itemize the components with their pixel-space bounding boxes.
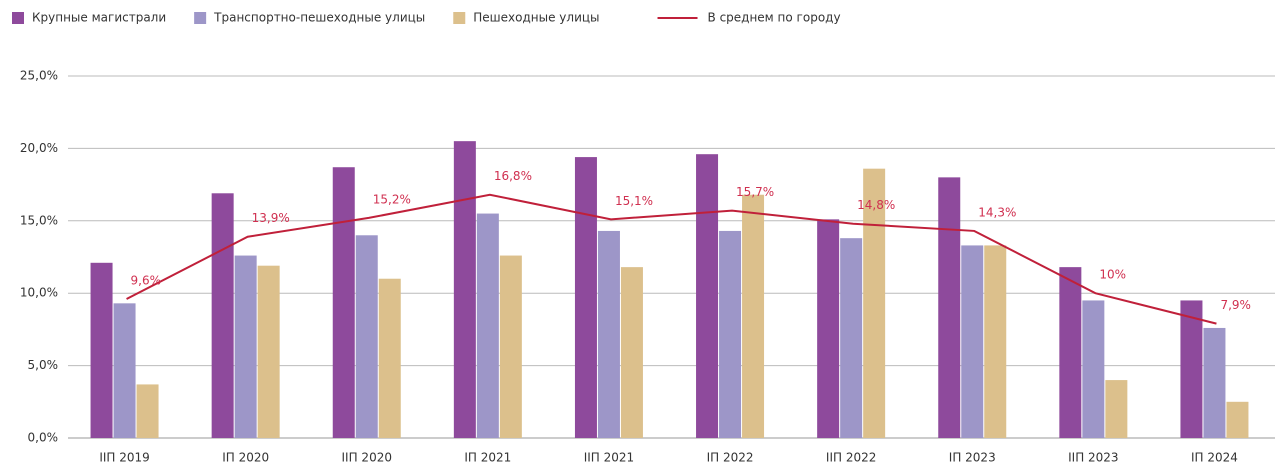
x-tick-label: IIП 2021 [584,451,634,465]
bar [332,167,355,438]
bar [90,262,113,438]
bar [961,245,984,438]
bar [1105,380,1128,438]
legend-label: Крупные магистрали [32,11,166,25]
bar [476,213,499,438]
legend-swatch [453,12,466,24]
legend-label: Транспортно-пешеходные улицы [213,11,425,25]
bar [1226,401,1249,438]
legend-label: В среднем по городу [708,11,841,25]
y-tick-label: 10,0% [20,286,58,300]
x-tick-label: IIП 2023 [1068,451,1118,465]
bar [620,267,643,438]
bar [378,278,401,438]
bar [113,303,136,438]
bar [696,154,719,438]
data-label: 9,6% [131,273,162,287]
data-label: 14,3% [978,205,1016,219]
data-label: 15,1% [615,194,653,208]
data-label: 10% [1099,268,1126,282]
bar [597,230,620,438]
y-tick-label: 0,0% [28,431,59,445]
x-tick-label: IП 2022 [707,451,754,465]
bar [136,384,159,438]
legend-swatch [194,12,207,24]
x-tick-label: IП 2021 [464,451,511,465]
bar [1082,300,1105,438]
bar [453,141,476,438]
bar [1203,327,1226,438]
data-label: 16,8% [494,169,532,183]
bar [234,255,257,438]
data-label: 7,9% [1220,298,1251,312]
bar [719,230,742,438]
y-tick-label: 25,0% [20,69,58,83]
bar [984,245,1007,438]
y-tick-label: 15,0% [20,213,58,227]
bar [211,193,234,438]
x-tick-label: IIП 2022 [826,451,876,465]
x-tick-label: IП 2024 [1191,451,1238,465]
bar [1180,300,1203,438]
data-label: 15,2% [373,192,411,206]
bar [840,238,863,438]
y-tick-label: 5,0% [28,358,59,372]
bar [499,255,522,438]
data-label: 15,7% [736,185,774,199]
legend-swatch [12,12,24,24]
bar [1059,267,1082,438]
bar [742,194,765,438]
x-tick-label: IIП 2020 [342,451,392,465]
bar [938,177,961,439]
data-label: 14,8% [857,198,895,212]
x-tick-label: IП 2023 [949,451,996,465]
x-tick-label: IП 2020 [222,451,269,465]
bar [574,157,597,438]
y-tick-label: 20,0% [20,141,58,155]
bar [863,168,886,438]
bar [817,219,840,438]
data-label: 13,9% [252,211,290,225]
bar [257,265,280,438]
legend-label: Пешеходные улицы [473,11,599,25]
average-line [126,193,1217,325]
x-tick-label: IIП 2019 [99,451,149,465]
bar [355,235,378,438]
